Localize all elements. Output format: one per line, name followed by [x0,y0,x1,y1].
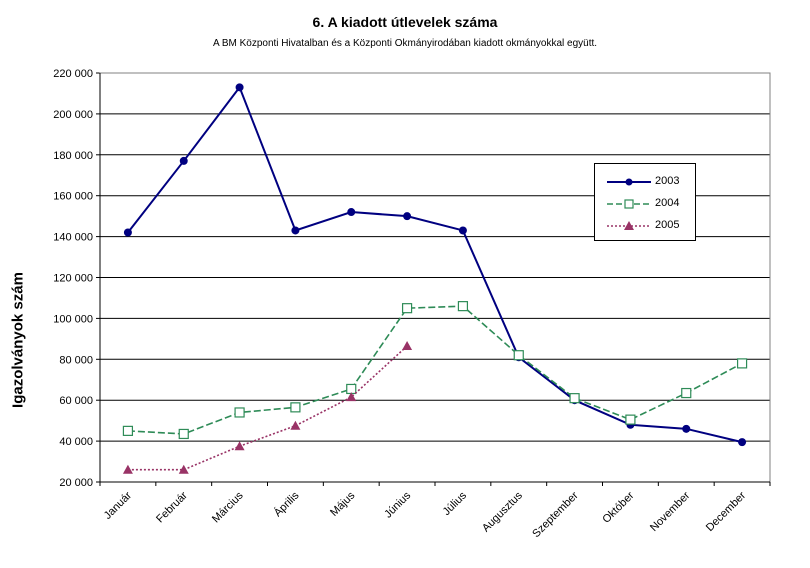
x-tick-label: Június [382,489,413,520]
data-point-2005 [346,392,357,402]
legend-label-2003: 2003 [655,175,680,187]
data-point-2003 [291,226,300,235]
y-tick-label: 80 000 [59,354,93,366]
data-point-2004 [736,358,748,369]
x-tick-label: Március [210,489,246,525]
x-tick-label: Július [441,489,470,518]
data-point-2005 [290,420,301,430]
axes [96,72,771,486]
legend-label-2004: 2004 [655,197,680,209]
x-tick-label: Január [102,489,135,522]
data-point-2004 [401,303,413,314]
chart-title: 6. A kiadott útlevelek száma [312,14,498,30]
x-tick-label: Augusztus [480,489,525,534]
data-point-2004 [290,402,301,413]
data-point-2004 [346,383,357,395]
legend-label-2005: 2005 [655,219,680,231]
data-point-2004 [457,301,469,312]
data-point-2003 [458,226,467,235]
y-tick-label: 160 000 [53,191,93,203]
y-tick-label: 220 000 [53,68,93,80]
data-point-2003 [235,83,244,92]
data-point-2004 [178,428,189,440]
data-point-2005 [178,464,189,474]
data-point-2003 [179,156,188,165]
y-tick-label: 40 000 [59,436,93,448]
series-line-2004 [127,305,743,435]
legend-swatch-2004 [607,199,651,209]
x-tick-label: November [648,489,693,534]
x-tick-label: December [704,489,749,534]
chart-subtitle: A BM Központi Hivatalban és a Központi O… [212,38,598,49]
data-point-2003 [347,208,356,217]
data-point-2005 [122,464,133,474]
data-point-2004 [625,414,636,425]
y-tick-label: 180 000 [53,150,93,162]
y-tick-label: 20 000 [59,477,93,489]
series-line-2003 [127,85,743,444]
y-tick-label: 140 000 [53,232,93,244]
series-2003 [123,83,747,447]
y-tick-label: 60 000 [59,395,93,407]
x-tick-label: Május [328,489,358,519]
data-point-2004 [234,407,245,418]
legend-item-2005: 2005 [595,216,695,236]
x-tick-label: Szeptember [530,489,581,540]
legend-swatch-2005 [607,221,651,230]
y-tick-label: 100 000 [53,313,93,325]
gridlines [100,72,770,483]
legend-item-2003: 2003 [595,172,695,192]
legend-item-2004: 2004 [595,194,695,214]
y-tick-label: 200 000 [53,109,93,121]
data-point-2004 [122,425,134,436]
legend-swatch-2003 [607,178,651,186]
series-lines [122,83,748,474]
x-tick-label: Február [154,489,190,525]
data-point-2005 [234,441,245,451]
x-tick-label: Április [271,489,302,520]
x-tick-label: Október [600,489,636,525]
data-point-2003 [123,228,132,237]
data-point-2005 [402,341,413,351]
series-line-2005 [127,345,408,471]
y-tick-labels: 20 000 40 000 60 000 80 000 100 000 120 000 14… [53,68,93,489]
data-point-2003 [403,212,412,221]
data-point-2004 [681,387,692,399]
data-point-2003 [682,424,691,433]
y-tick-label: 120 000 [53,273,93,285]
series-2005 [122,341,413,474]
data-point-2004 [513,350,524,361]
data-point-2004 [569,393,580,404]
data-point-2003 [738,438,747,447]
series-2004 [122,301,748,440]
legend: 2003 2004 2005 [594,163,696,241]
x-tick-labels: Január Február Március Április Május Június Jú… [102,489,749,540]
